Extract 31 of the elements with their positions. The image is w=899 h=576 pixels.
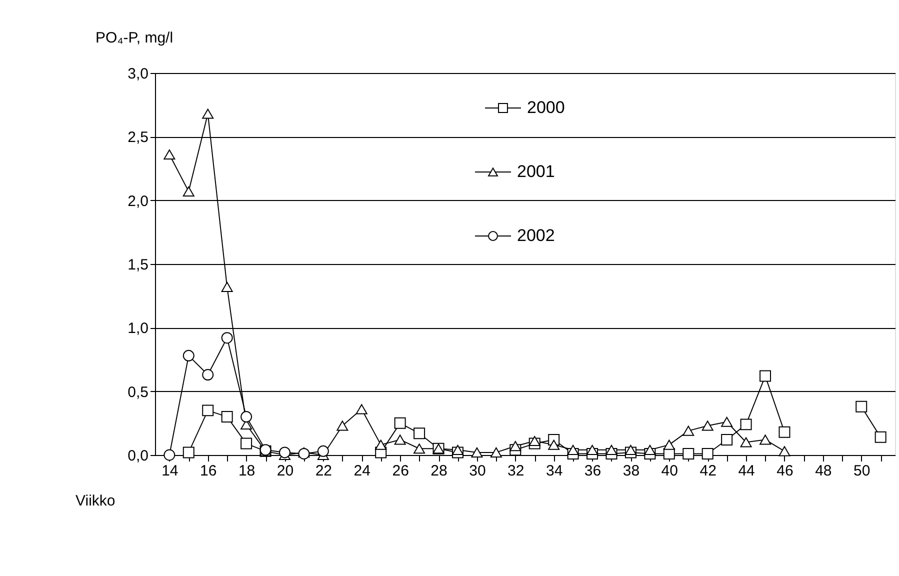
x-tick-label: 20	[276, 462, 294, 480]
y-tick-label: 2,0	[128, 192, 148, 210]
legend-label: 2002	[517, 226, 555, 245]
x-tick-label: 38	[622, 462, 640, 480]
x-tick-label: 18	[238, 462, 256, 480]
legend-label: 2000	[527, 98, 565, 117]
x-tick-label: 14	[162, 462, 178, 480]
x-tick-label: 48	[815, 462, 832, 480]
y-tick-label: 1,0	[128, 320, 148, 338]
y-tick-label: 0,0	[128, 448, 148, 464]
x-tick-label: 22	[315, 462, 332, 480]
x-tick-label: 30	[469, 462, 486, 480]
x-tick-label: 42	[700, 462, 716, 480]
x-tick-label: 24	[354, 462, 370, 480]
x-tick-label: 36	[584, 462, 602, 480]
x-tick-label: 32	[508, 462, 524, 480]
x-tick-label: 16	[200, 462, 217, 480]
x-tick-label: 26	[392, 462, 409, 480]
x-tick-label: 50	[854, 462, 870, 480]
y-axis-title: PO₄-P, mg/l	[96, 30, 174, 46]
x-tick-label: 44	[738, 462, 755, 480]
y-tick-label: 0,5	[128, 384, 148, 401]
x-axis-title: Viikko	[76, 492, 116, 510]
y-tick-label: 3,0	[128, 66, 148, 82]
y-tick-label: 1,5	[128, 256, 148, 274]
x-tick-label: 40	[661, 462, 678, 480]
y-tick-label: 2,5	[128, 129, 148, 146]
x-tick-label: 28	[430, 462, 448, 480]
x-tick-label: 34	[546, 462, 563, 480]
x-tick-label: 46	[776, 462, 794, 480]
legend-label: 2001	[517, 162, 555, 181]
